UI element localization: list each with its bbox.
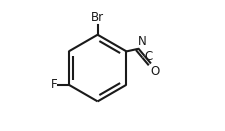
Text: C: C (144, 50, 152, 63)
Text: O: O (150, 65, 159, 78)
Text: N: N (137, 36, 146, 48)
Text: Br: Br (91, 11, 104, 24)
Text: F: F (51, 78, 57, 91)
